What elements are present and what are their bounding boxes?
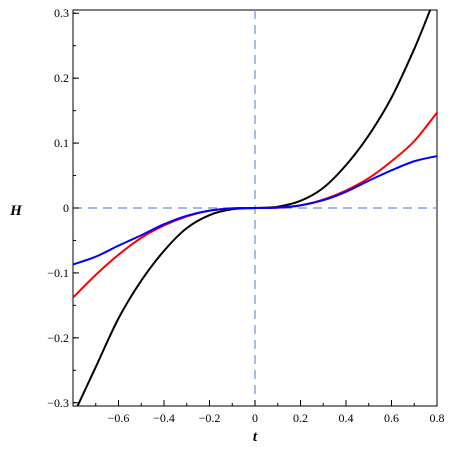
x-axis-ticks: −0.6 −0.4 −0.2 0 0.2 0.4 0.6 0.8: [72, 400, 445, 425]
x-tick-label: −0.6: [108, 411, 130, 425]
y-tick-label: −0.3: [47, 396, 69, 410]
y-axis-ticks: −0.3 −0.2 −0.1 0 0.1 0.2 0.3: [47, 6, 79, 410]
x-tick-label: −0.2: [199, 411, 221, 425]
x-tick-label: 0.2: [293, 411, 308, 425]
y-tick-label: −0.2: [47, 331, 69, 345]
series-line-3: [73, 155, 437, 266]
x-tick-label: 0.6: [384, 411, 399, 425]
y-axis-label: H: [9, 203, 23, 219]
y-tick-label: 0.3: [54, 6, 69, 20]
x-tick-label: 0.8: [430, 411, 445, 425]
x-tick-label: 0.4: [339, 411, 354, 425]
x-tick-label: −0.4: [153, 411, 175, 425]
series-layer: [73, 10, 437, 406]
y-tick-label: 0: [63, 201, 69, 215]
x-axis-label: t: [253, 429, 258, 445]
y-tick-label: −0.1: [47, 266, 69, 280]
y-tick-label: 0.1: [54, 136, 69, 150]
y-tick-label: 0.2: [54, 71, 69, 85]
x-tick-label: 0: [252, 411, 258, 425]
